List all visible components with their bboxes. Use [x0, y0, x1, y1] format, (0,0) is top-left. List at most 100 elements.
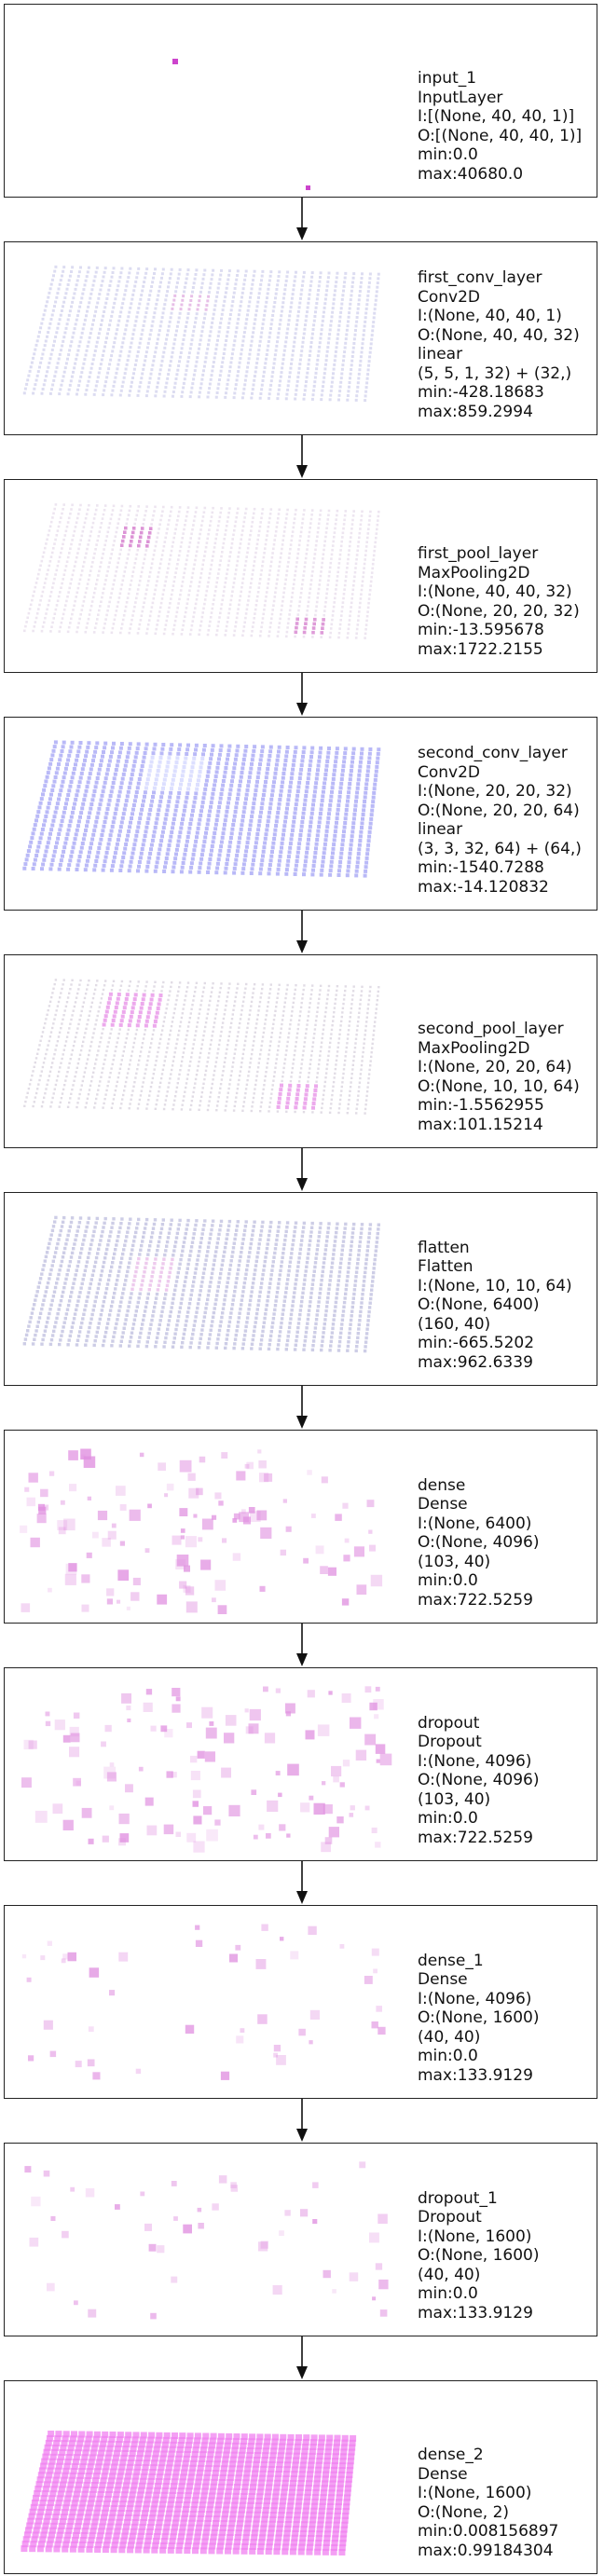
layer-node-dropout: dropout Dropout I:(None, 4096) O:(None, 409…: [4, 1667, 597, 1861]
layer-info-line: min:-13.595678: [418, 621, 544, 639]
activation-svg: [22, 1215, 380, 1353]
layer-info: dense_2 Dense I:(None, 1600) O:(None, 2) min…: [418, 2446, 558, 2560]
grid-cells: [21, 2431, 357, 2555]
layer-info: dense Dense I:(None, 6400) O:(None, 4096) (1…: [418, 1476, 540, 1610]
activation-visual: [10, 2385, 402, 2569]
layer-node-first-conv-layer: first_conv_layer Conv2D I:(None, 40, 40, 1…: [4, 241, 597, 435]
arrow-head: [296, 940, 308, 953]
layer-info-line: (40, 40): [418, 2027, 481, 2047]
activation-svg: [21, 2431, 357, 2555]
scatter-cells: [20, 1448, 383, 1614]
layer-info-line: O:(None, 6400): [418, 1295, 540, 1314]
flow-arrow: [296, 1386, 308, 1430]
grid-cells: [22, 740, 381, 878]
flow-arrow: [296, 673, 308, 717]
layer-info-line: I:(None, 10, 10, 64): [418, 1276, 572, 1295]
layer-info-line: O:(None, 4096): [418, 1771, 540, 1789]
layer-info: dropout Dropout I:(None, 4096) O:(None, 409…: [418, 1714, 540, 1848]
layer-info-line: Conv2D: [418, 287, 481, 307]
layer-info: dropout_1 Dropout I:(None, 1600) O:(None, 1…: [418, 2189, 540, 2323]
layer-info-line: I:(None, 4096): [418, 1751, 532, 1771]
layer-info: first_pool_layer MaxPooling2D I:(None, 40,…: [418, 544, 580, 659]
layer-info-line: O:(None, 2): [418, 2502, 510, 2522]
layer-info-line: O:(None, 40, 40, 32): [418, 325, 580, 345]
activation-svg: [20, 1448, 383, 1614]
active-cell: [306, 185, 310, 190]
flow-arrow: [296, 911, 308, 954]
arrow-head: [296, 2129, 308, 2142]
layer-info-line: (3, 3, 32, 64) + (64,): [418, 839, 582, 858]
layer-info-line: min:0.008156897: [418, 2522, 559, 2541]
layer-info-line: (160, 40): [418, 1314, 491, 1334]
flow-arrow: [296, 2099, 308, 2143]
arrow-head: [296, 1891, 308, 1904]
layer-node-dense-2: dense_2 Dense I:(None, 1600) O:(None, 2) min…: [4, 2380, 597, 2574]
activation-svg: [22, 265, 380, 403]
layer-info-line: I:(None, 40, 40, 1): [418, 307, 562, 325]
grid-cells: [23, 503, 380, 639]
active-cell: [172, 59, 178, 64]
layer-info-line: Flatten: [418, 1257, 474, 1276]
layer-info-line: I:(None, 1600): [418, 2484, 532, 2502]
layer-info-line: (40, 40): [418, 2265, 481, 2284]
arrow-head: [296, 1416, 308, 1429]
layer-info-line: min:-1540.7288: [418, 858, 544, 877]
activation-svg: [21, 1686, 392, 1853]
flow-arrow: [296, 1148, 308, 1192]
activation-visual: [10, 8, 402, 193]
layer-info: input_1 InputLayer I:[(None, 40, 40, 1)] O:…: [418, 69, 582, 184]
layer-info-line: Dense: [418, 1970, 468, 1989]
layer-info-line: min:0.0: [418, 145, 478, 164]
flow-arrow: [296, 1624, 308, 1667]
flow-arrow: [296, 435, 308, 479]
layer-info-line: max:0.99184304: [418, 2541, 554, 2560]
layer-info-line: I:(None, 4096): [418, 1989, 532, 2008]
layer-info-line: first_conv_layer: [418, 268, 542, 287]
layer-info-line: O:(None, 20, 20, 32): [418, 601, 580, 621]
layer-node-second-conv-layer: second_conv_layer Conv2D I:(None, 20, 20, …: [4, 717, 597, 911]
grid-cells: [22, 1215, 380, 1353]
arrow-head: [296, 2366, 308, 2379]
flow-arrow: [296, 198, 308, 241]
layer-info-line: max:722.5259: [418, 1828, 533, 1847]
layer-info-line: dense: [418, 1475, 466, 1495]
layer-info-line: max:722.5259: [418, 1590, 533, 1610]
layer-info: first_conv_layer Conv2D I:(None, 40, 40, 1…: [418, 268, 580, 421]
layer-node-dense: dense Dense I:(None, 6400) O:(None, 4096) (1…: [4, 1430, 597, 1624]
layer-info-line: max:101.15214: [418, 1115, 543, 1134]
layer-info-line: Dropout: [418, 2208, 482, 2227]
layer-info-line: min:0.0: [418, 2047, 478, 2065]
scatter-cells: [21, 1924, 386, 2080]
layer-info-line: input_1: [418, 69, 477, 88]
layer-info-line: dense_1: [418, 1951, 484, 1970]
layer-info: second_conv_layer Conv2D I:(None, 20, 20, …: [418, 744, 582, 897]
layer-info-line: first_pool_layer: [418, 544, 539, 563]
layer-info-line: I:[(None, 40, 40, 1)]: [418, 107, 575, 126]
layer-info-line: max:133.9129: [418, 2065, 533, 2085]
layer-info-line: max:962.6339: [418, 1352, 533, 1372]
activation-visual: [10, 1434, 402, 1619]
activation-svg: [23, 979, 380, 1115]
activation-svg: [22, 740, 381, 878]
activation-visual: [10, 484, 402, 668]
layer-info-line: O:(None, 1600): [418, 2008, 540, 2027]
arrow-head: [296, 1178, 308, 1191]
activation-svg: [21, 1924, 386, 2080]
layer-info-line: (103, 40): [418, 1552, 491, 1571]
layer-info-line: I:(None, 40, 40, 32): [418, 582, 572, 601]
layer-info-line: MaxPooling2D: [418, 1038, 530, 1058]
layer-info-line: (103, 40): [418, 1789, 491, 1809]
layer-info: flatten Flatten I:(None, 10, 10, 64) O:(Non…: [418, 1239, 572, 1373]
layer-node-dense-1: dense_1 Dense I:(None, 4096) O:(None, 1600)…: [4, 1905, 597, 2099]
layer-info-line: I:(None, 20, 20, 32): [418, 782, 572, 801]
layer-info-line: second_conv_layer: [418, 744, 568, 762]
layer-info-line: linear: [418, 820, 463, 839]
arrow-head: [296, 1653, 308, 1666]
layer-node-second-pool-layer: second_pool_layer MaxPooling2D I:(None, 20…: [4, 954, 597, 1148]
scatter-cells: [24, 2161, 389, 2320]
layer-info-line: dropout: [418, 1713, 480, 1733]
activation-visual: [10, 721, 402, 906]
arrow-head: [296, 703, 308, 716]
flow-arrow: [296, 1861, 308, 1905]
layer-info-line: max:133.9129: [418, 2303, 533, 2323]
